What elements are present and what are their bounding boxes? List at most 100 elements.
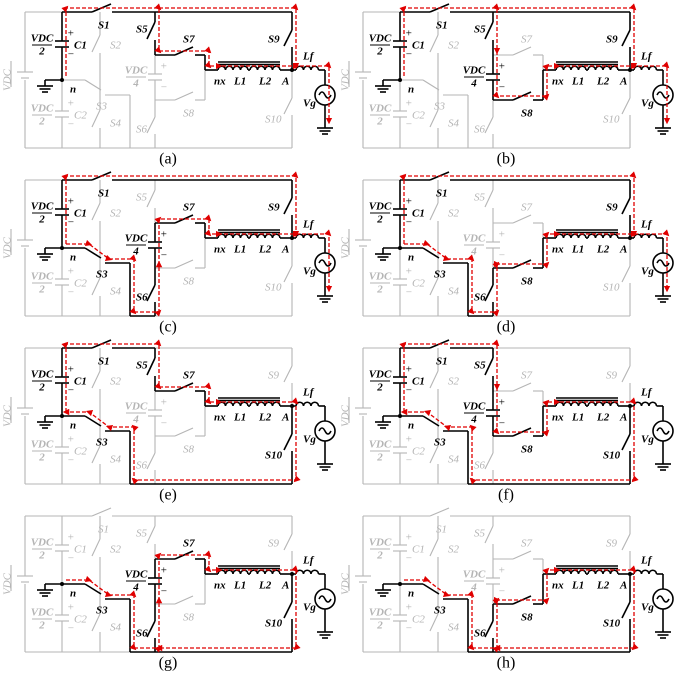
wire — [92, 203, 100, 220]
component-label: L1 — [571, 76, 584, 88]
voltage-label: VDC — [31, 439, 54, 451]
wire — [85, 584, 101, 594]
voltage-label: 4 — [470, 414, 477, 426]
inductor — [556, 402, 586, 406]
component-label: S3 — [434, 605, 446, 617]
inductor — [296, 66, 319, 70]
component-label: S6 — [474, 460, 486, 472]
polarity: − — [405, 623, 412, 635]
wire — [147, 285, 155, 301]
wire — [147, 358, 155, 375]
component-label: Vg — [303, 602, 316, 614]
component-label: n — [408, 588, 414, 600]
wire — [485, 190, 493, 207]
component-label: S2 — [448, 376, 460, 388]
component-label: S10 — [603, 114, 620, 126]
polarity: + — [498, 397, 505, 409]
wire — [85, 248, 101, 258]
wire — [284, 534, 292, 550]
wire — [430, 203, 438, 220]
wire — [430, 35, 438, 52]
source-label: VDC — [340, 404, 352, 427]
voltage-label: VDC — [125, 401, 148, 413]
component-label: C2 — [74, 446, 87, 458]
wire — [430, 371, 438, 388]
polarity: − — [498, 82, 505, 94]
component-label: S8 — [183, 444, 195, 456]
polarity: + — [498, 61, 505, 73]
wire — [430, 110, 438, 127]
component-label: S2 — [448, 208, 460, 220]
polarity: + — [498, 565, 505, 577]
wire — [284, 30, 292, 46]
wire — [423, 248, 439, 258]
component-label: S6 — [136, 292, 148, 304]
component-label: S4 — [448, 286, 460, 298]
component-label: A — [619, 412, 627, 424]
inductor — [556, 570, 586, 574]
component-label: Vg — [303, 98, 316, 110]
component-label: S8 — [521, 612, 533, 624]
component-label: S7 — [183, 538, 195, 550]
component-label: S4 — [448, 118, 460, 130]
component-label: S5 — [474, 192, 486, 204]
polarity: − — [498, 418, 505, 430]
inductor — [218, 402, 248, 406]
component-label: Lf — [302, 51, 315, 63]
source-label: VDC — [340, 68, 352, 91]
circuit-panel: S1S2S3S4S5S6S7S8S9S10C1C2nnxL1L2ALfVgVDC… — [340, 508, 673, 672]
polarity: − — [405, 385, 412, 397]
voltage-label: 4 — [132, 246, 139, 258]
wire — [622, 434, 630, 450]
component-label: C1 — [74, 40, 87, 52]
polarity: − — [67, 623, 74, 635]
polarity: − — [498, 250, 505, 262]
component-label: S2 — [448, 40, 460, 52]
component-label: L2 — [258, 580, 272, 592]
wire — [147, 190, 155, 207]
wire — [284, 434, 292, 450]
inductor — [588, 234, 618, 238]
polarity: + — [405, 196, 412, 208]
voltage-label: 2 — [376, 116, 383, 128]
voltage-label: VDC — [463, 401, 486, 413]
polarity: + — [67, 196, 74, 208]
component-label: C2 — [412, 110, 425, 122]
voltage-label: VDC — [125, 233, 148, 245]
component-label: S7 — [521, 370, 533, 382]
wire — [147, 621, 155, 637]
component-label: n — [408, 252, 414, 264]
wire — [147, 22, 155, 39]
voltage-label: 4 — [470, 78, 477, 90]
wire — [485, 621, 493, 637]
wire — [430, 614, 438, 631]
voltage-label: 4 — [132, 582, 139, 594]
wire — [430, 508, 449, 516]
polarity: − — [405, 49, 412, 61]
wire — [485, 117, 493, 133]
component-label: S5 — [474, 360, 486, 372]
wire — [423, 584, 439, 594]
wire — [85, 80, 101, 90]
grid-source-wave — [319, 596, 331, 602]
inductor — [250, 234, 280, 238]
component-label: S6 — [474, 628, 486, 640]
component-label: A — [281, 76, 289, 88]
panel-caption: (b) — [497, 151, 516, 168]
wire — [147, 453, 155, 469]
component-label: S6 — [474, 124, 486, 136]
wire — [92, 278, 100, 295]
wire — [513, 551, 531, 559]
component-label: S3 — [96, 269, 108, 281]
component-label: C2 — [74, 110, 87, 122]
component-label: nx — [552, 76, 564, 88]
component-label: S7 — [183, 370, 195, 382]
component-label: S1 — [436, 524, 447, 536]
component-label: S1 — [436, 20, 448, 32]
voltage-label: VDC — [463, 233, 486, 245]
component-label: S8 — [521, 276, 533, 288]
component-label: L1 — [571, 412, 584, 424]
component-label: nx — [214, 580, 226, 592]
component-label: S8 — [183, 612, 195, 624]
